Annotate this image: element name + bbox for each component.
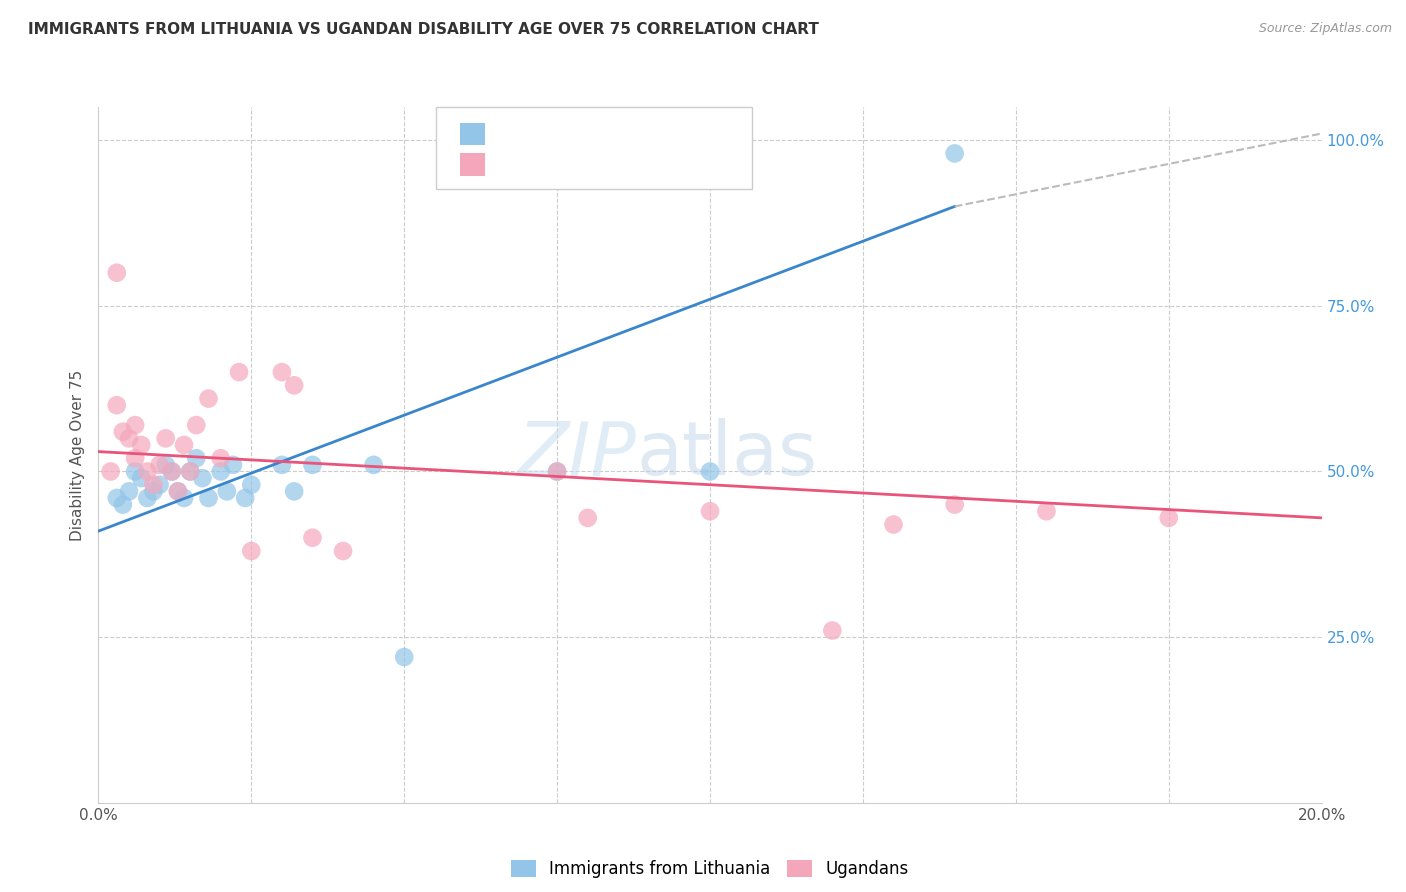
Legend: Immigrants from Lithuania, Ugandans: Immigrants from Lithuania, Ugandans	[505, 854, 915, 885]
Point	[167, 484, 190, 499]
Point	[240, 477, 263, 491]
Point	[149, 477, 172, 491]
Point	[197, 392, 219, 406]
Point	[883, 517, 905, 532]
Point	[209, 451, 232, 466]
Point	[301, 458, 323, 472]
Point	[160, 465, 183, 479]
Point	[222, 458, 245, 472]
Point	[1035, 504, 1057, 518]
Point	[332, 544, 354, 558]
Point	[124, 418, 146, 433]
Point	[699, 504, 721, 518]
Point	[167, 484, 190, 499]
Point	[129, 471, 152, 485]
Point	[118, 484, 141, 499]
Point	[111, 425, 134, 439]
Point	[105, 491, 128, 505]
Point	[821, 624, 844, 638]
Point	[124, 451, 146, 466]
Point	[186, 418, 208, 433]
Point	[155, 458, 177, 472]
Point	[546, 465, 568, 479]
Point	[160, 465, 183, 479]
Text: atlas: atlas	[637, 418, 818, 491]
Point	[283, 484, 305, 499]
Point	[215, 484, 238, 499]
Point	[270, 365, 294, 379]
Point	[363, 458, 385, 472]
Point	[270, 458, 294, 472]
Point	[233, 491, 256, 505]
Point	[124, 465, 146, 479]
Point	[283, 378, 305, 392]
Point	[699, 465, 721, 479]
Point	[228, 365, 250, 379]
Text: R = -0.159   N = 35: R = -0.159 N = 35	[496, 158, 679, 173]
Point	[111, 498, 134, 512]
Point	[136, 465, 159, 479]
Point	[136, 491, 159, 505]
Point	[149, 458, 172, 472]
Point	[129, 438, 152, 452]
Text: ZIP: ZIP	[517, 419, 637, 491]
Point	[142, 484, 165, 499]
Point	[392, 650, 416, 665]
Point	[576, 511, 599, 525]
Point	[943, 146, 966, 161]
Text: IMMIGRANTS FROM LITHUANIA VS UGANDAN DISABILITY AGE OVER 75 CORRELATION CHART: IMMIGRANTS FROM LITHUANIA VS UGANDAN DIS…	[28, 22, 818, 37]
Point	[173, 491, 195, 505]
Point	[105, 398, 128, 412]
Point	[118, 431, 141, 445]
Point	[197, 491, 219, 505]
Point	[943, 498, 966, 512]
Point	[179, 465, 201, 479]
Y-axis label: Disability Age Over 75: Disability Age Over 75	[69, 369, 84, 541]
Point	[1157, 511, 1180, 525]
Point	[301, 531, 323, 545]
Point	[179, 465, 201, 479]
Point	[142, 477, 165, 491]
Point	[191, 471, 214, 485]
Point	[546, 465, 568, 479]
Point	[105, 266, 128, 280]
Point	[173, 438, 195, 452]
Text: Source: ZipAtlas.com: Source: ZipAtlas.com	[1258, 22, 1392, 36]
Point	[100, 465, 122, 479]
Point	[186, 451, 208, 466]
Text: R =  0.618   N = 29: R = 0.618 N = 29	[496, 128, 679, 143]
Point	[155, 431, 177, 445]
Point	[209, 465, 232, 479]
Point	[240, 544, 263, 558]
